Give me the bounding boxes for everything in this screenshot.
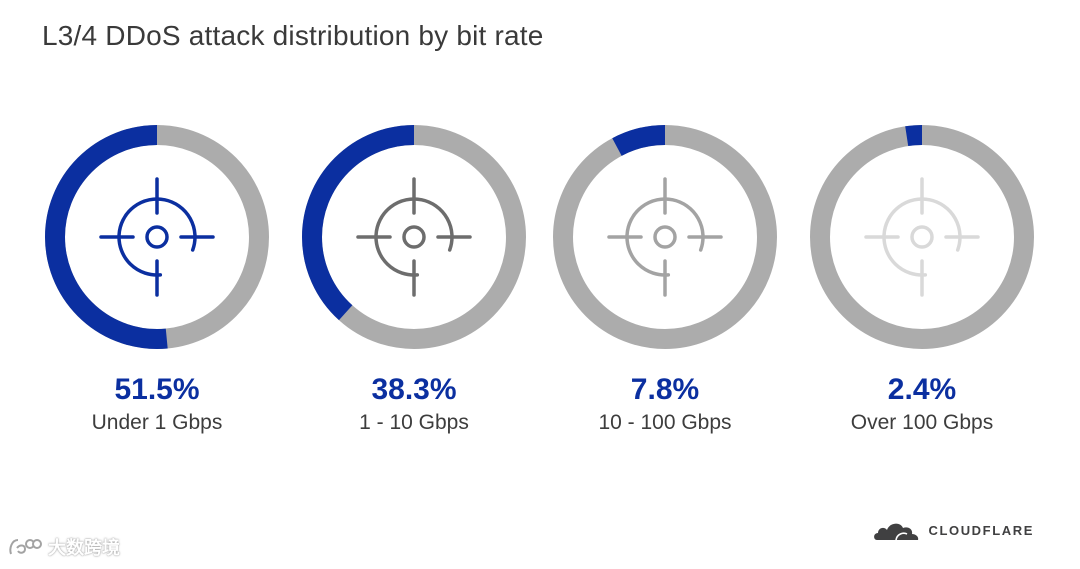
brand-logo: CLOUDFLARE [872, 519, 1034, 541]
data-label: 51.5% [114, 373, 200, 406]
donut-segment [553, 125, 777, 349]
category-label: Over 100 Gbps [850, 411, 994, 434]
category-label: 10 - 100 Gbps [598, 411, 732, 434]
crosshair-target-icon [864, 177, 980, 297]
watermark-text: 大数跨境 [48, 538, 120, 558]
crosshair-target-icon [356, 177, 472, 297]
donut-segment [45, 125, 269, 349]
donut-3 [553, 125, 777, 349]
category-label: 1 - 10 Gbps [359, 411, 469, 434]
data-label: 7.8% [630, 373, 700, 406]
watermark-logo-icon [9, 539, 42, 555]
chart-title: L3/4 DDoS attack distribution by bit rat… [42, 20, 544, 51]
donut-2 [302, 125, 526, 349]
watermark: 大数跨境 [8, 534, 120, 560]
donut-4 [810, 125, 1034, 349]
donut-segment [302, 125, 526, 349]
crosshair-target-icon [99, 177, 215, 297]
stat-2: 38.3% 1 - 10 Gbps [294, 373, 534, 437]
data-label: 2.4% [887, 373, 957, 406]
data-label: 38.3% [371, 373, 457, 406]
stat-4: 2.4% Over 100 Gbps [802, 373, 1042, 437]
donut-segment [810, 125, 1034, 349]
donut-track [810, 125, 1034, 349]
cloud-logo-icon [874, 523, 919, 541]
stat-3: 7.8% 10 - 100 Gbps [545, 373, 785, 437]
category-label: Under 1 Gbps [91, 411, 223, 434]
donut-1 [45, 125, 269, 349]
brand-name: CLOUDFLARE [928, 522, 1034, 538]
crosshair-target-icon [607, 177, 723, 297]
stat-1: 51.5% Under 1 Gbps [37, 373, 277, 437]
donut-track [553, 125, 777, 349]
